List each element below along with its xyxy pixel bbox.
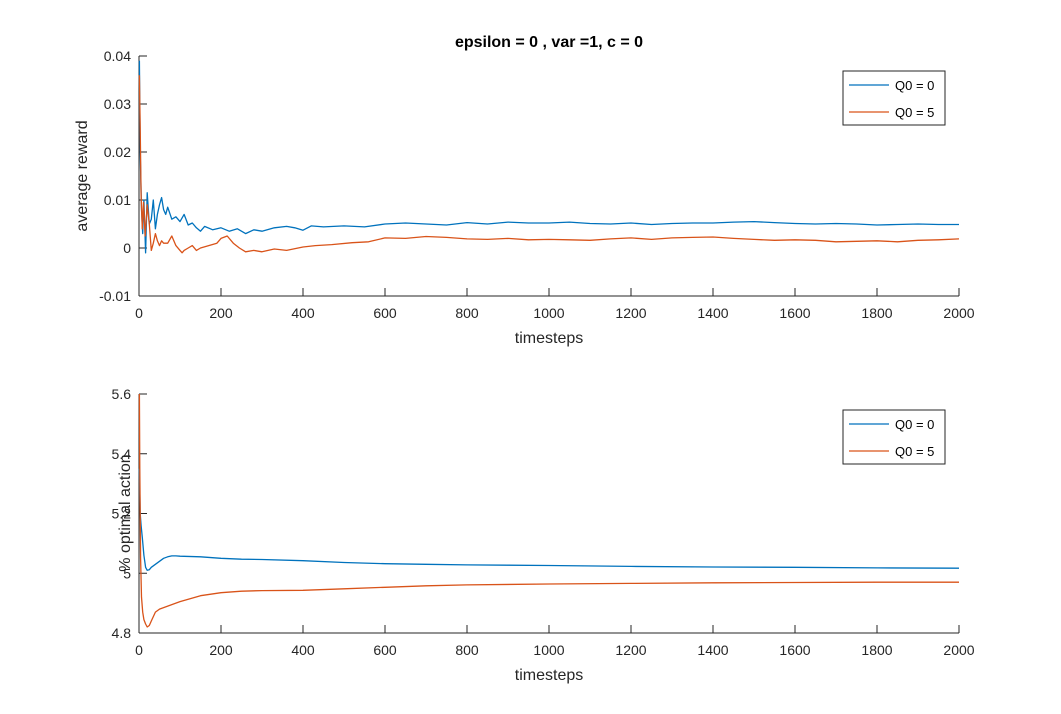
legend-box [842, 409, 946, 465]
y-tick-label: 5.2 [112, 506, 132, 522]
x-tick-label: 400 [291, 305, 315, 321]
series-line-1 [138, 393, 959, 628]
x-tick-label: 1200 [615, 642, 646, 658]
x-tick-label: 1400 [697, 305, 728, 321]
x-tick-label: 1000 [533, 642, 564, 658]
x-tick-label: 2000 [943, 642, 974, 658]
y-tick-label: 0.03 [104, 96, 131, 112]
x-tick-label: 400 [291, 642, 315, 658]
y-tick-label: 4.8 [112, 625, 132, 641]
x-tick-label: 0 [135, 305, 143, 321]
legend-label-1: Q0 = 5 [895, 105, 934, 120]
y-axis-label: % optimal action [117, 454, 134, 571]
y-tick-label: 0.01 [104, 192, 131, 208]
series-line-0 [138, 60, 959, 254]
x-tick-label: 1400 [697, 642, 728, 658]
y-tick-label: -0.01 [99, 288, 131, 304]
y-tick-label: 5.6 [112, 386, 132, 402]
y-tick-label: 5.4 [112, 446, 132, 462]
legend: Q0 = 0 Q0 = 5 [842, 409, 946, 465]
legend: Q0 = 0 Q0 = 5 [842, 70, 946, 126]
x-tick-label: 1200 [615, 305, 646, 321]
legend-label-0: Q0 = 0 [895, 417, 934, 432]
x-tick-label: 1000 [533, 305, 564, 321]
x-axis-label: timesteps [515, 667, 583, 684]
x-tick-label: 200 [209, 642, 233, 658]
x-tick-label: 0 [135, 642, 143, 658]
optimal-action-chart: % optimal action timesteps 0 200 400 600 800… [112, 386, 975, 684]
legend-label-0: Q0 = 0 [895, 78, 934, 93]
x-tick-label: 1600 [779, 305, 810, 321]
x-tick-label: 800 [455, 305, 479, 321]
x-tick-label: 2000 [943, 305, 974, 321]
legend-box [842, 70, 946, 126]
y-tick-label: 0.02 [104, 144, 131, 160]
chart-title: epsilon = 0 , var =1, c = 0 [455, 34, 643, 51]
average-reward-chart: epsilon = 0 , var =1, c = 0 average rewa… [74, 34, 975, 347]
x-tick-label: 600 [373, 305, 397, 321]
x-axis-label: timesteps [515, 330, 583, 347]
x-tick-label: 600 [373, 642, 397, 658]
x-tick-label: 800 [455, 642, 479, 658]
x-tick-label: 1800 [861, 305, 892, 321]
y-tick-label: 0.04 [104, 48, 131, 64]
x-tick-label: 1800 [861, 642, 892, 658]
y-axis-label: average reward [74, 120, 91, 231]
x-tick-label: 200 [209, 305, 233, 321]
y-tick-label: 0 [123, 240, 131, 256]
x-tick-label: 1600 [779, 642, 810, 658]
y-tick-label: 5 [123, 565, 131, 581]
series-line-1 [138, 75, 960, 254]
series-line-0 [138, 468, 960, 571]
legend-label-1: Q0 = 5 [895, 444, 934, 459]
